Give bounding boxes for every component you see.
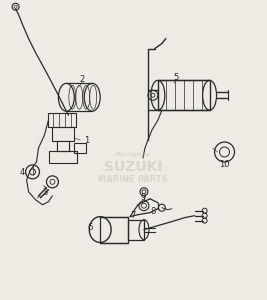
Text: SUZUKI: SUZUKI [104, 160, 162, 174]
Text: 4: 4 [20, 168, 25, 177]
Bar [128, 220, 144, 239]
Bar [57, 141, 69, 151]
Bar [48, 113, 76, 127]
Bar [100, 217, 128, 242]
Text: 1: 1 [84, 136, 89, 145]
Text: MARINE PARTS: MARINE PARTS [98, 175, 168, 184]
Text: 10: 10 [219, 160, 230, 169]
Text: 5: 5 [173, 73, 178, 82]
Text: 2: 2 [80, 75, 85, 84]
Text: 7: 7 [130, 211, 136, 220]
Bar [74, 143, 86, 153]
Bar [52, 127, 74, 141]
Bar [57, 141, 69, 151]
Text: Motorgroep: Motorgroep [115, 152, 151, 158]
Text: 8: 8 [150, 207, 156, 216]
Bar [158, 80, 210, 110]
Text: 9: 9 [140, 193, 146, 202]
Text: 6: 6 [88, 223, 93, 232]
Bar [49, 151, 77, 163]
Text: 3: 3 [43, 188, 48, 197]
